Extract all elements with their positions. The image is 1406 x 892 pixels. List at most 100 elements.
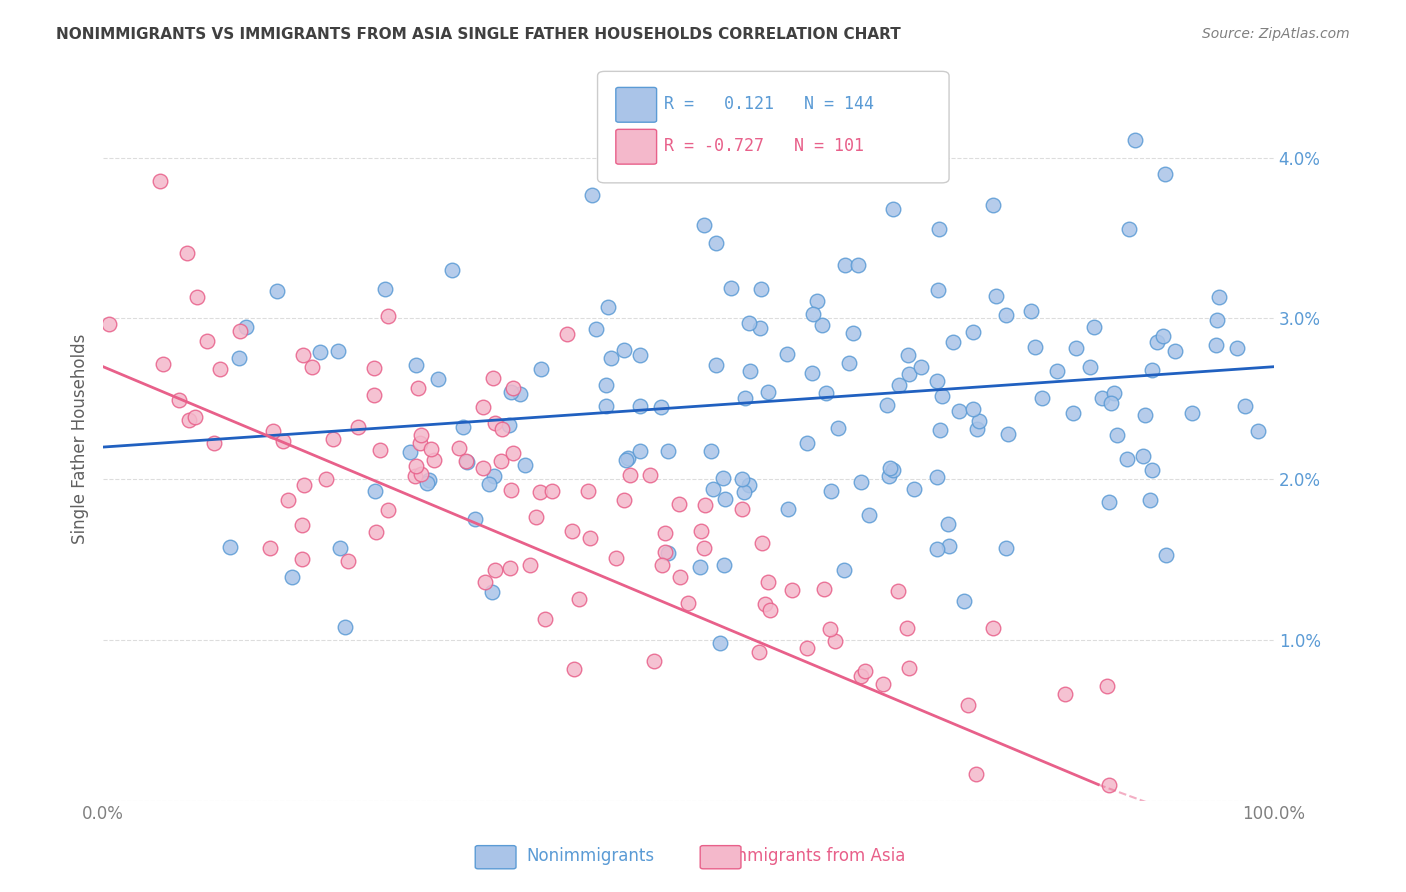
Point (218, 540, 240, 554)
Point (668, 497, 690, 511)
Point (811, 318, 834, 333)
Point (882, 463, 904, 477)
Point (876, 398, 898, 412)
Point (484, 468, 506, 483)
Point (167, 392, 190, 407)
Point (363, 360, 385, 375)
Point (1135, 408, 1157, 422)
Point (585, 322, 607, 336)
Point (1064, 341, 1087, 355)
Point (148, 174, 170, 188)
Point (796, 641, 818, 656)
Point (997, 427, 1019, 442)
Point (617, 451, 640, 466)
Point (776, 347, 799, 361)
Point (1024, 340, 1046, 354)
Point (1205, 312, 1227, 326)
Point (1142, 463, 1164, 477)
Point (562, 662, 585, 676)
Point (693, 499, 716, 513)
Point (628, 347, 651, 361)
Point (405, 358, 427, 372)
Point (1205, 337, 1227, 351)
Point (1247, 424, 1270, 438)
Point (651, 558, 673, 572)
Point (1152, 329, 1174, 343)
Point (271, 434, 294, 449)
Point (800, 367, 823, 381)
Point (693, 541, 716, 555)
Point (966, 422, 988, 436)
Point (502, 445, 524, 459)
Point (481, 371, 503, 385)
Point (619, 467, 641, 482)
Point (478, 477, 501, 491)
Point (1107, 427, 1129, 442)
Point (903, 482, 925, 496)
Point (98, 317, 121, 331)
Point (748, 320, 770, 334)
Point (405, 459, 427, 474)
Point (928, 423, 950, 437)
Point (938, 539, 960, 553)
Point (1062, 406, 1084, 420)
Point (281, 569, 304, 583)
Point (491, 421, 513, 435)
Point (301, 360, 323, 375)
Point (931, 389, 953, 403)
Point (600, 351, 623, 365)
Point (748, 645, 770, 659)
Point (704, 236, 727, 251)
Point (481, 585, 503, 599)
Point (292, 478, 315, 492)
Point (1019, 303, 1042, 318)
Point (498, 561, 520, 575)
Point (848, 259, 870, 273)
Point (897, 368, 920, 382)
Point (689, 560, 711, 574)
Point (1208, 290, 1230, 304)
Point (927, 283, 949, 297)
Point (1226, 341, 1249, 355)
Point (235, 320, 257, 334)
Point (534, 612, 557, 626)
Point (315, 472, 337, 486)
Point (291, 517, 314, 532)
Point (568, 592, 591, 607)
Point (654, 544, 676, 558)
Point (657, 444, 679, 458)
Point (638, 468, 661, 483)
Point (202, 436, 225, 450)
Point (179, 413, 201, 427)
Point (152, 357, 174, 371)
Point (1163, 343, 1185, 358)
Point (628, 444, 651, 458)
Point (416, 476, 439, 491)
Point (1132, 449, 1154, 463)
Point (713, 491, 735, 506)
Point (409, 435, 432, 450)
Point (291, 552, 314, 566)
Point (1053, 687, 1076, 701)
Point (838, 356, 860, 370)
Point (595, 399, 617, 413)
Point (887, 583, 910, 598)
Point (740, 364, 762, 378)
Point (986, 289, 1008, 303)
Point (399, 445, 422, 459)
Point (887, 378, 910, 392)
Point (1154, 548, 1177, 562)
Point (368, 443, 391, 458)
Point (440, 262, 463, 277)
Point (605, 550, 627, 565)
Point (366, 524, 388, 539)
Point (404, 469, 426, 483)
Point (1142, 362, 1164, 376)
Point (513, 458, 536, 472)
Point (484, 417, 506, 431)
Point (453, 420, 475, 434)
Point (796, 436, 818, 450)
Point (578, 531, 600, 545)
Point (981, 622, 1004, 636)
Point (898, 661, 921, 675)
